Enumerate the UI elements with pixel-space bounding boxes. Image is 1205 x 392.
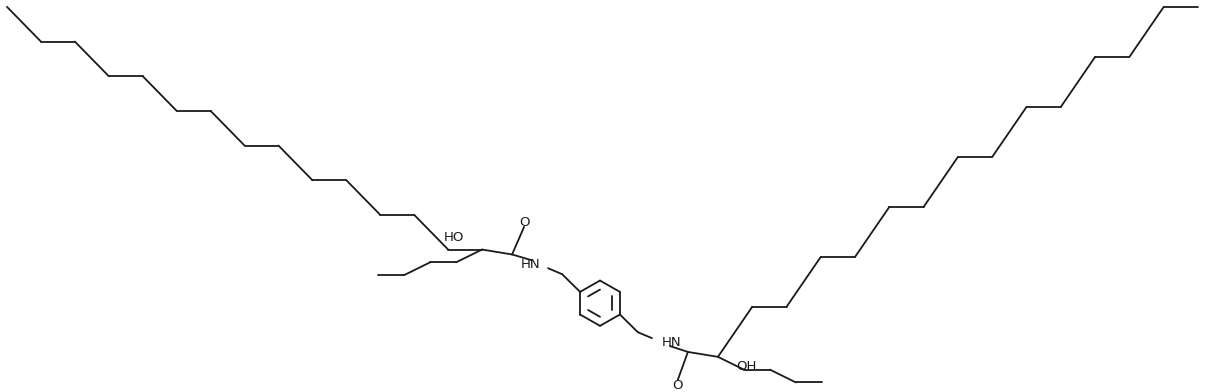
Text: OH: OH <box>736 360 757 373</box>
Text: HN: HN <box>521 258 540 271</box>
Text: HN: HN <box>662 336 682 348</box>
Text: HO: HO <box>443 231 464 244</box>
Text: O: O <box>519 216 529 229</box>
Text: O: O <box>672 379 683 392</box>
